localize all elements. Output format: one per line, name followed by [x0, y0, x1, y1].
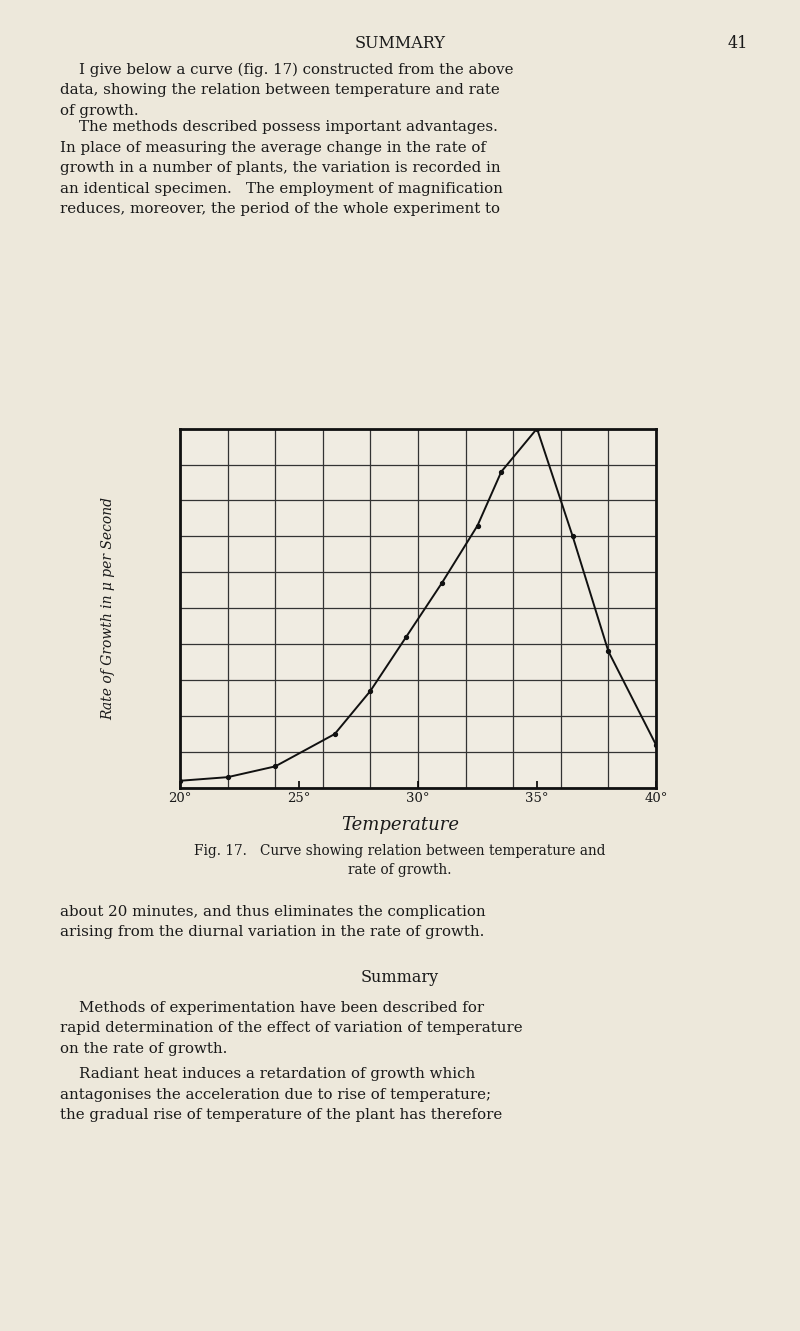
Text: I give below a curve (fig. 17) constructed from the above
data, showing the rela: I give below a curve (fig. 17) construct… — [60, 63, 514, 117]
Text: Rate of Growth in μ per Second: Rate of Growth in μ per Second — [101, 496, 115, 720]
Text: Temperature: Temperature — [341, 816, 459, 835]
Text: Summary: Summary — [361, 969, 439, 986]
Text: Methods of experimentation have been described for
rapid determination of the ef: Methods of experimentation have been des… — [60, 1001, 522, 1055]
Text: Fig. 17.   Curve showing relation between temperature and
rate of growth.: Fig. 17. Curve showing relation between … — [194, 844, 606, 877]
Text: 41: 41 — [728, 35, 748, 52]
Text: Radiant heat induces a retardation of growth which
antagonises the acceleration : Radiant heat induces a retardation of gr… — [60, 1067, 502, 1122]
Text: about 20 minutes, and thus eliminates the complication
arising from the diurnal : about 20 minutes, and thus eliminates th… — [60, 905, 486, 940]
Text: SUMMARY: SUMMARY — [354, 35, 446, 52]
Text: The methods described possess important advantages.
In place of measuring the av: The methods described possess important … — [60, 121, 503, 216]
